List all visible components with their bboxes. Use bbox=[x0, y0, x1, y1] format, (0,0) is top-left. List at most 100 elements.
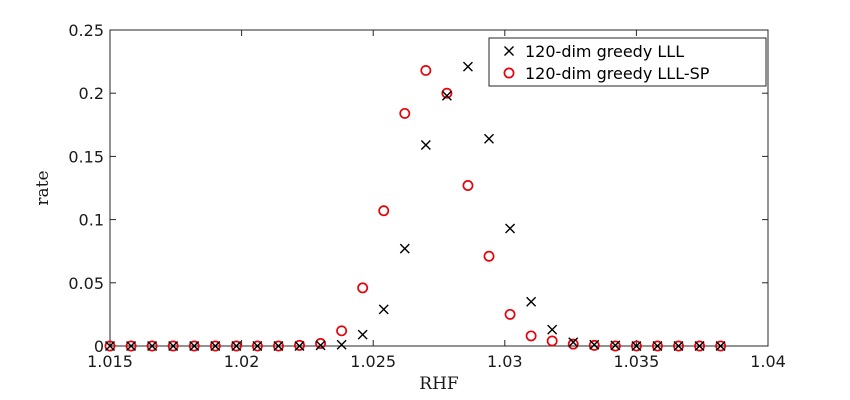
circle-point bbox=[441, 87, 453, 99]
cross-point bbox=[399, 243, 410, 254]
cross-point bbox=[547, 324, 558, 335]
cross-point bbox=[357, 329, 368, 340]
cross-point bbox=[105, 341, 115, 351]
circle-point bbox=[146, 340, 158, 352]
circle-point bbox=[230, 340, 242, 352]
cross-point-stroke-b bbox=[336, 339, 347, 350]
circle-point bbox=[167, 340, 179, 352]
circle-point bbox=[188, 340, 200, 352]
x-tick-label: 1.02 bbox=[224, 352, 260, 371]
x-tick-label: 1.025 bbox=[350, 352, 396, 371]
cross-point bbox=[652, 341, 663, 351]
data-points bbox=[104, 61, 727, 352]
circle-point bbox=[609, 340, 621, 352]
circle-point bbox=[357, 282, 369, 294]
cross-point bbox=[694, 341, 705, 351]
cross-point-stroke-b bbox=[694, 341, 705, 351]
circle-point bbox=[104, 340, 116, 352]
cross-point bbox=[252, 341, 263, 351]
cross-point bbox=[715, 341, 726, 351]
cross-point bbox=[231, 341, 242, 351]
cross-point-stroke-b bbox=[252, 341, 263, 351]
cross-point-stroke-b bbox=[378, 304, 389, 315]
legend-marker bbox=[503, 67, 515, 79]
legend-box bbox=[488, 37, 767, 87]
cross-point bbox=[168, 341, 179, 351]
cross-point-stroke-b bbox=[105, 341, 115, 351]
y-tick-label: 0.2 bbox=[79, 84, 104, 103]
circle-point bbox=[525, 330, 537, 342]
x-axis-label: RHF bbox=[419, 374, 459, 394]
cross-point bbox=[210, 341, 221, 351]
cross-point-stroke-b bbox=[357, 329, 368, 340]
circle-point bbox=[652, 340, 663, 352]
cross-point bbox=[568, 337, 579, 348]
cross-point-stroke-b bbox=[231, 341, 242, 351]
legend-entry-label: 120-dim greedy LLL bbox=[525, 42, 684, 61]
y-axis-label: rate bbox=[33, 170, 53, 205]
legend-entry-label: 120-dim greedy LLL-SP bbox=[525, 64, 710, 83]
x-axis-ticks: 1.015 1.02 1.025 1.03 1.035 1.04 bbox=[87, 30, 786, 371]
cross-point bbox=[420, 140, 431, 151]
circle-point bbox=[630, 340, 642, 352]
x-tick-label: 1.015 bbox=[87, 352, 133, 371]
y-axis-ticks: 0 0.05 0.1 0.15 0.2 0.25 bbox=[68, 21, 768, 356]
cross-point-stroke-b bbox=[168, 341, 179, 351]
series-1 bbox=[105, 61, 726, 351]
cross-point bbox=[484, 133, 495, 144]
circle-point bbox=[378, 205, 390, 217]
cross-point bbox=[378, 304, 389, 315]
cross-point-stroke-b bbox=[210, 341, 221, 351]
cross-point-stroke-b bbox=[189, 341, 200, 351]
cross-point-stroke-b bbox=[715, 341, 726, 351]
circle-point bbox=[420, 64, 432, 76]
cross-point bbox=[315, 340, 326, 351]
cross-point bbox=[673, 341, 684, 351]
circle-point bbox=[483, 250, 495, 262]
cross-point bbox=[589, 339, 600, 350]
y-tick-label: 0.1 bbox=[79, 211, 104, 230]
cross-point bbox=[462, 61, 473, 72]
cross-point-stroke-b bbox=[315, 340, 326, 351]
legend-marker-stroke-b bbox=[504, 46, 514, 56]
cross-point-stroke-b bbox=[147, 341, 158, 351]
cross-point-stroke-b bbox=[568, 337, 579, 348]
cross-point-stroke-b bbox=[399, 243, 410, 254]
cross-point bbox=[189, 341, 200, 351]
cross-point bbox=[526, 296, 537, 307]
cross-point bbox=[126, 341, 137, 351]
y-tick-label: 0.05 bbox=[68, 274, 104, 293]
cross-point bbox=[294, 341, 305, 351]
cross-point-stroke-b bbox=[505, 223, 516, 234]
circle-point bbox=[546, 335, 558, 347]
cross-point-stroke-b bbox=[126, 341, 137, 351]
cross-point-stroke-b bbox=[294, 341, 305, 351]
cross-point bbox=[336, 339, 347, 350]
cross-point bbox=[505, 223, 516, 234]
cross-point-stroke-b bbox=[273, 341, 284, 351]
y-tick-label: 0 bbox=[94, 337, 104, 356]
cross-point-stroke-b bbox=[420, 140, 431, 151]
cross-point bbox=[147, 341, 158, 351]
circle-point bbox=[272, 340, 284, 352]
circle-point bbox=[504, 308, 516, 320]
cross-point bbox=[273, 341, 284, 351]
y-tick-label: 0.15 bbox=[68, 147, 104, 166]
circle-point bbox=[125, 340, 137, 352]
cross-point bbox=[610, 340, 621, 351]
circle-point bbox=[336, 325, 348, 337]
cross-point bbox=[441, 90, 452, 101]
circle-point bbox=[715, 340, 727, 352]
circle-point bbox=[673, 340, 684, 352]
legend: 120-dim greedy LLL 120-dim greedy LLL-SP bbox=[488, 37, 767, 87]
cross-point-stroke-b bbox=[484, 133, 495, 144]
circle-point bbox=[588, 339, 600, 351]
circle-point bbox=[567, 338, 579, 350]
cross-point-stroke-b bbox=[526, 296, 537, 307]
series-2 bbox=[104, 64, 727, 352]
circle-point bbox=[294, 339, 305, 351]
circle-point bbox=[251, 340, 263, 352]
cross-point-stroke-b bbox=[547, 324, 558, 335]
y-tick-label: 0.25 bbox=[68, 21, 104, 40]
